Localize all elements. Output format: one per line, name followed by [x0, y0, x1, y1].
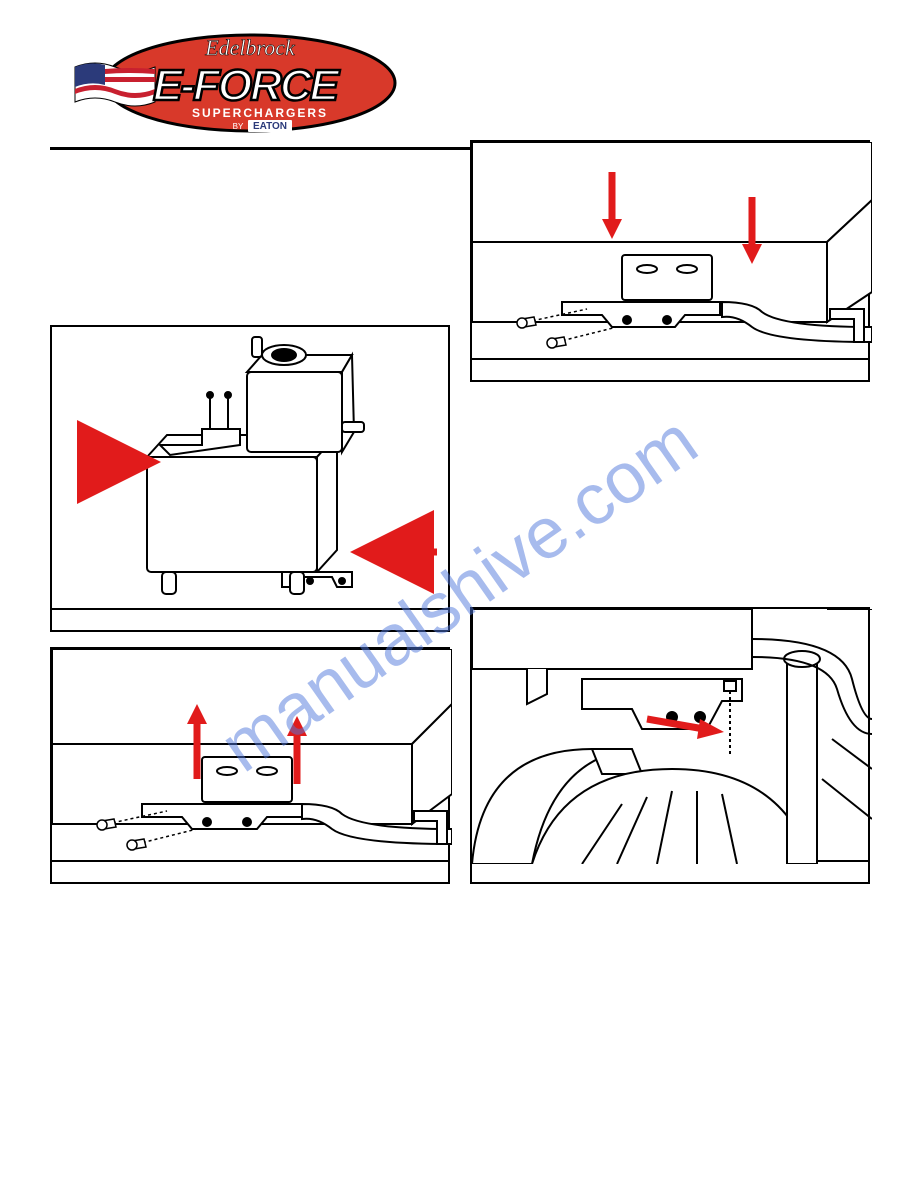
spacer — [50, 632, 450, 647]
eforce-logo: Edelbrock E-FORCE SUPERCHARGERS BY EATON — [60, 25, 400, 140]
spacer — [50, 140, 450, 325]
logo-by: BY — [233, 122, 244, 131]
figure-caption — [50, 862, 450, 884]
figure-caption — [470, 862, 870, 884]
logo-main: E-FORCE — [153, 61, 341, 110]
logo-sub: SUPERCHARGERS — [192, 106, 328, 120]
figure-reservoir-tank — [50, 325, 450, 610]
figure-fender-well — [470, 607, 870, 862]
figure-caption — [50, 610, 450, 632]
logo-by-brand: EATON — [253, 121, 287, 132]
spacer — [470, 382, 870, 607]
figure-bracket-down — [470, 140, 870, 360]
header: Edelbrock E-FORCE SUPERCHARGERS BY EATON — [50, 25, 868, 150]
content-columns — [50, 140, 868, 884]
right-column — [470, 140, 870, 884]
figure-caption — [470, 360, 870, 382]
left-column — [50, 140, 450, 884]
logo-script: Edelbrock — [204, 35, 296, 60]
figure-bracket-up — [50, 647, 450, 862]
